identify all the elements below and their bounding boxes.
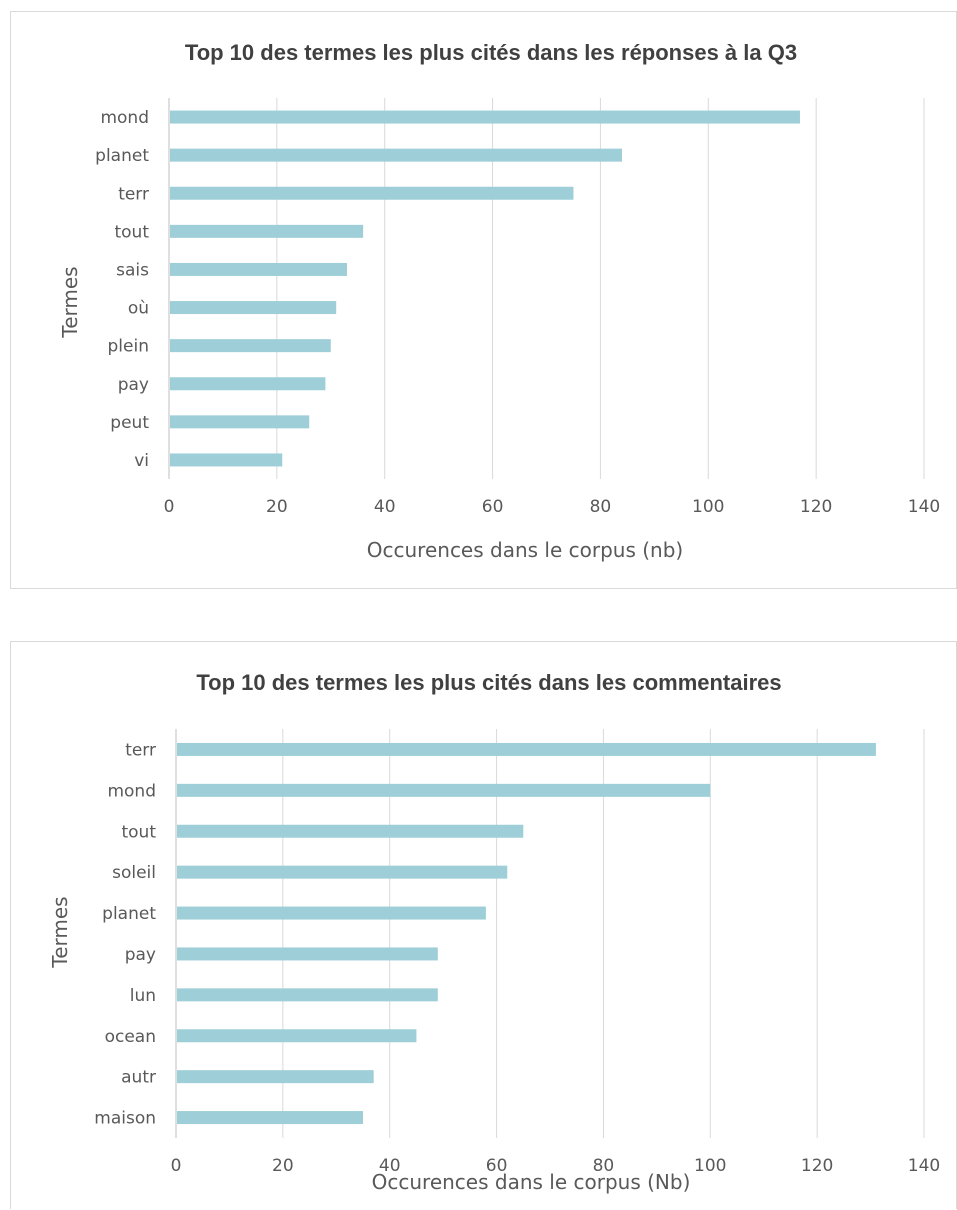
x-axis-title: Occurences dans le corpus (Nb) bbox=[372, 1170, 691, 1194]
chart-title: Top 10 des termes les plus cités dans le… bbox=[185, 40, 797, 65]
x-tick-label: 120 bbox=[800, 497, 832, 517]
x-tick-label: 60 bbox=[486, 1156, 508, 1176]
x-tick-label: 120 bbox=[801, 1156, 833, 1176]
bar-vi bbox=[170, 453, 283, 467]
category-label: peut bbox=[110, 413, 149, 433]
bar-planet bbox=[177, 906, 486, 920]
category-label: planet bbox=[102, 904, 156, 924]
x-tick-label: 100 bbox=[694, 1156, 726, 1176]
category-label: où bbox=[128, 299, 149, 319]
y-axis-title: Termes bbox=[58, 266, 82, 338]
bar-plein bbox=[170, 339, 331, 353]
y-axis-title: Termes bbox=[48, 896, 72, 968]
category-label: vi bbox=[134, 451, 149, 471]
category-label: tout bbox=[114, 222, 149, 242]
bar-soleil bbox=[177, 865, 508, 879]
x-tick-label: 140 bbox=[908, 497, 940, 517]
category-label: terr bbox=[125, 740, 156, 760]
category-label: sais bbox=[116, 260, 149, 280]
category-label: tout bbox=[121, 822, 156, 842]
x-tick-label: 80 bbox=[593, 1156, 615, 1176]
bar-peut bbox=[170, 415, 310, 429]
x-tick-label: 20 bbox=[272, 1156, 294, 1176]
bar-maison bbox=[177, 1111, 363, 1125]
bar-autr bbox=[177, 1070, 374, 1084]
category-label: autr bbox=[121, 1068, 156, 1088]
bar-tout bbox=[177, 824, 524, 838]
chart-panel-q3: Top 10 des termes les plus cités dans le… bbox=[10, 11, 957, 589]
chart-commentaires-svg: Top 10 des termes les plus cités dans le… bbox=[48, 670, 940, 1194]
bar-ocean bbox=[177, 1029, 417, 1043]
chart-title: Top 10 des termes les plus cités dans le… bbox=[196, 670, 781, 695]
x-tick-label: 80 bbox=[590, 497, 612, 517]
x-axis-title: Occurences dans le corpus (nb) bbox=[367, 538, 683, 562]
chart-q3-svg: Top 10 des termes les plus cités dans le… bbox=[58, 40, 940, 562]
bar-où bbox=[170, 301, 337, 315]
bar-tout bbox=[170, 224, 364, 238]
bar-terr bbox=[170, 186, 574, 200]
category-label: lun bbox=[130, 986, 156, 1006]
category-label: soleil bbox=[112, 863, 156, 883]
category-label: terr bbox=[118, 184, 149, 204]
x-tick-label: 60 bbox=[482, 497, 504, 517]
category-label: ocean bbox=[105, 1027, 156, 1047]
category-label: pay bbox=[118, 375, 149, 395]
bar-sais bbox=[170, 262, 347, 276]
chart-panel-commentaires: Top 10 des termes les plus cités dans le… bbox=[10, 641, 957, 1209]
bar-pay bbox=[170, 377, 326, 391]
category-label: mond bbox=[107, 781, 156, 801]
category-label: planet bbox=[95, 146, 149, 166]
x-tick-label: 40 bbox=[379, 1156, 401, 1176]
x-tick-label: 40 bbox=[374, 497, 396, 517]
bar-terr bbox=[177, 742, 876, 756]
x-tick-label: 20 bbox=[266, 497, 288, 517]
bar-lun bbox=[177, 988, 438, 1002]
category-label: plein bbox=[108, 337, 149, 357]
x-tick-label: 0 bbox=[164, 497, 175, 517]
x-tick-label: 100 bbox=[692, 497, 724, 517]
category-label: pay bbox=[125, 945, 156, 965]
category-label: mond bbox=[100, 108, 149, 128]
x-tick-label: 140 bbox=[908, 1156, 940, 1176]
bar-mond bbox=[177, 783, 711, 797]
bar-pay bbox=[177, 947, 438, 961]
x-tick-label: 0 bbox=[171, 1156, 182, 1176]
category-label: maison bbox=[94, 1109, 156, 1129]
bar-mond bbox=[170, 110, 800, 124]
bar-planet bbox=[170, 148, 622, 162]
